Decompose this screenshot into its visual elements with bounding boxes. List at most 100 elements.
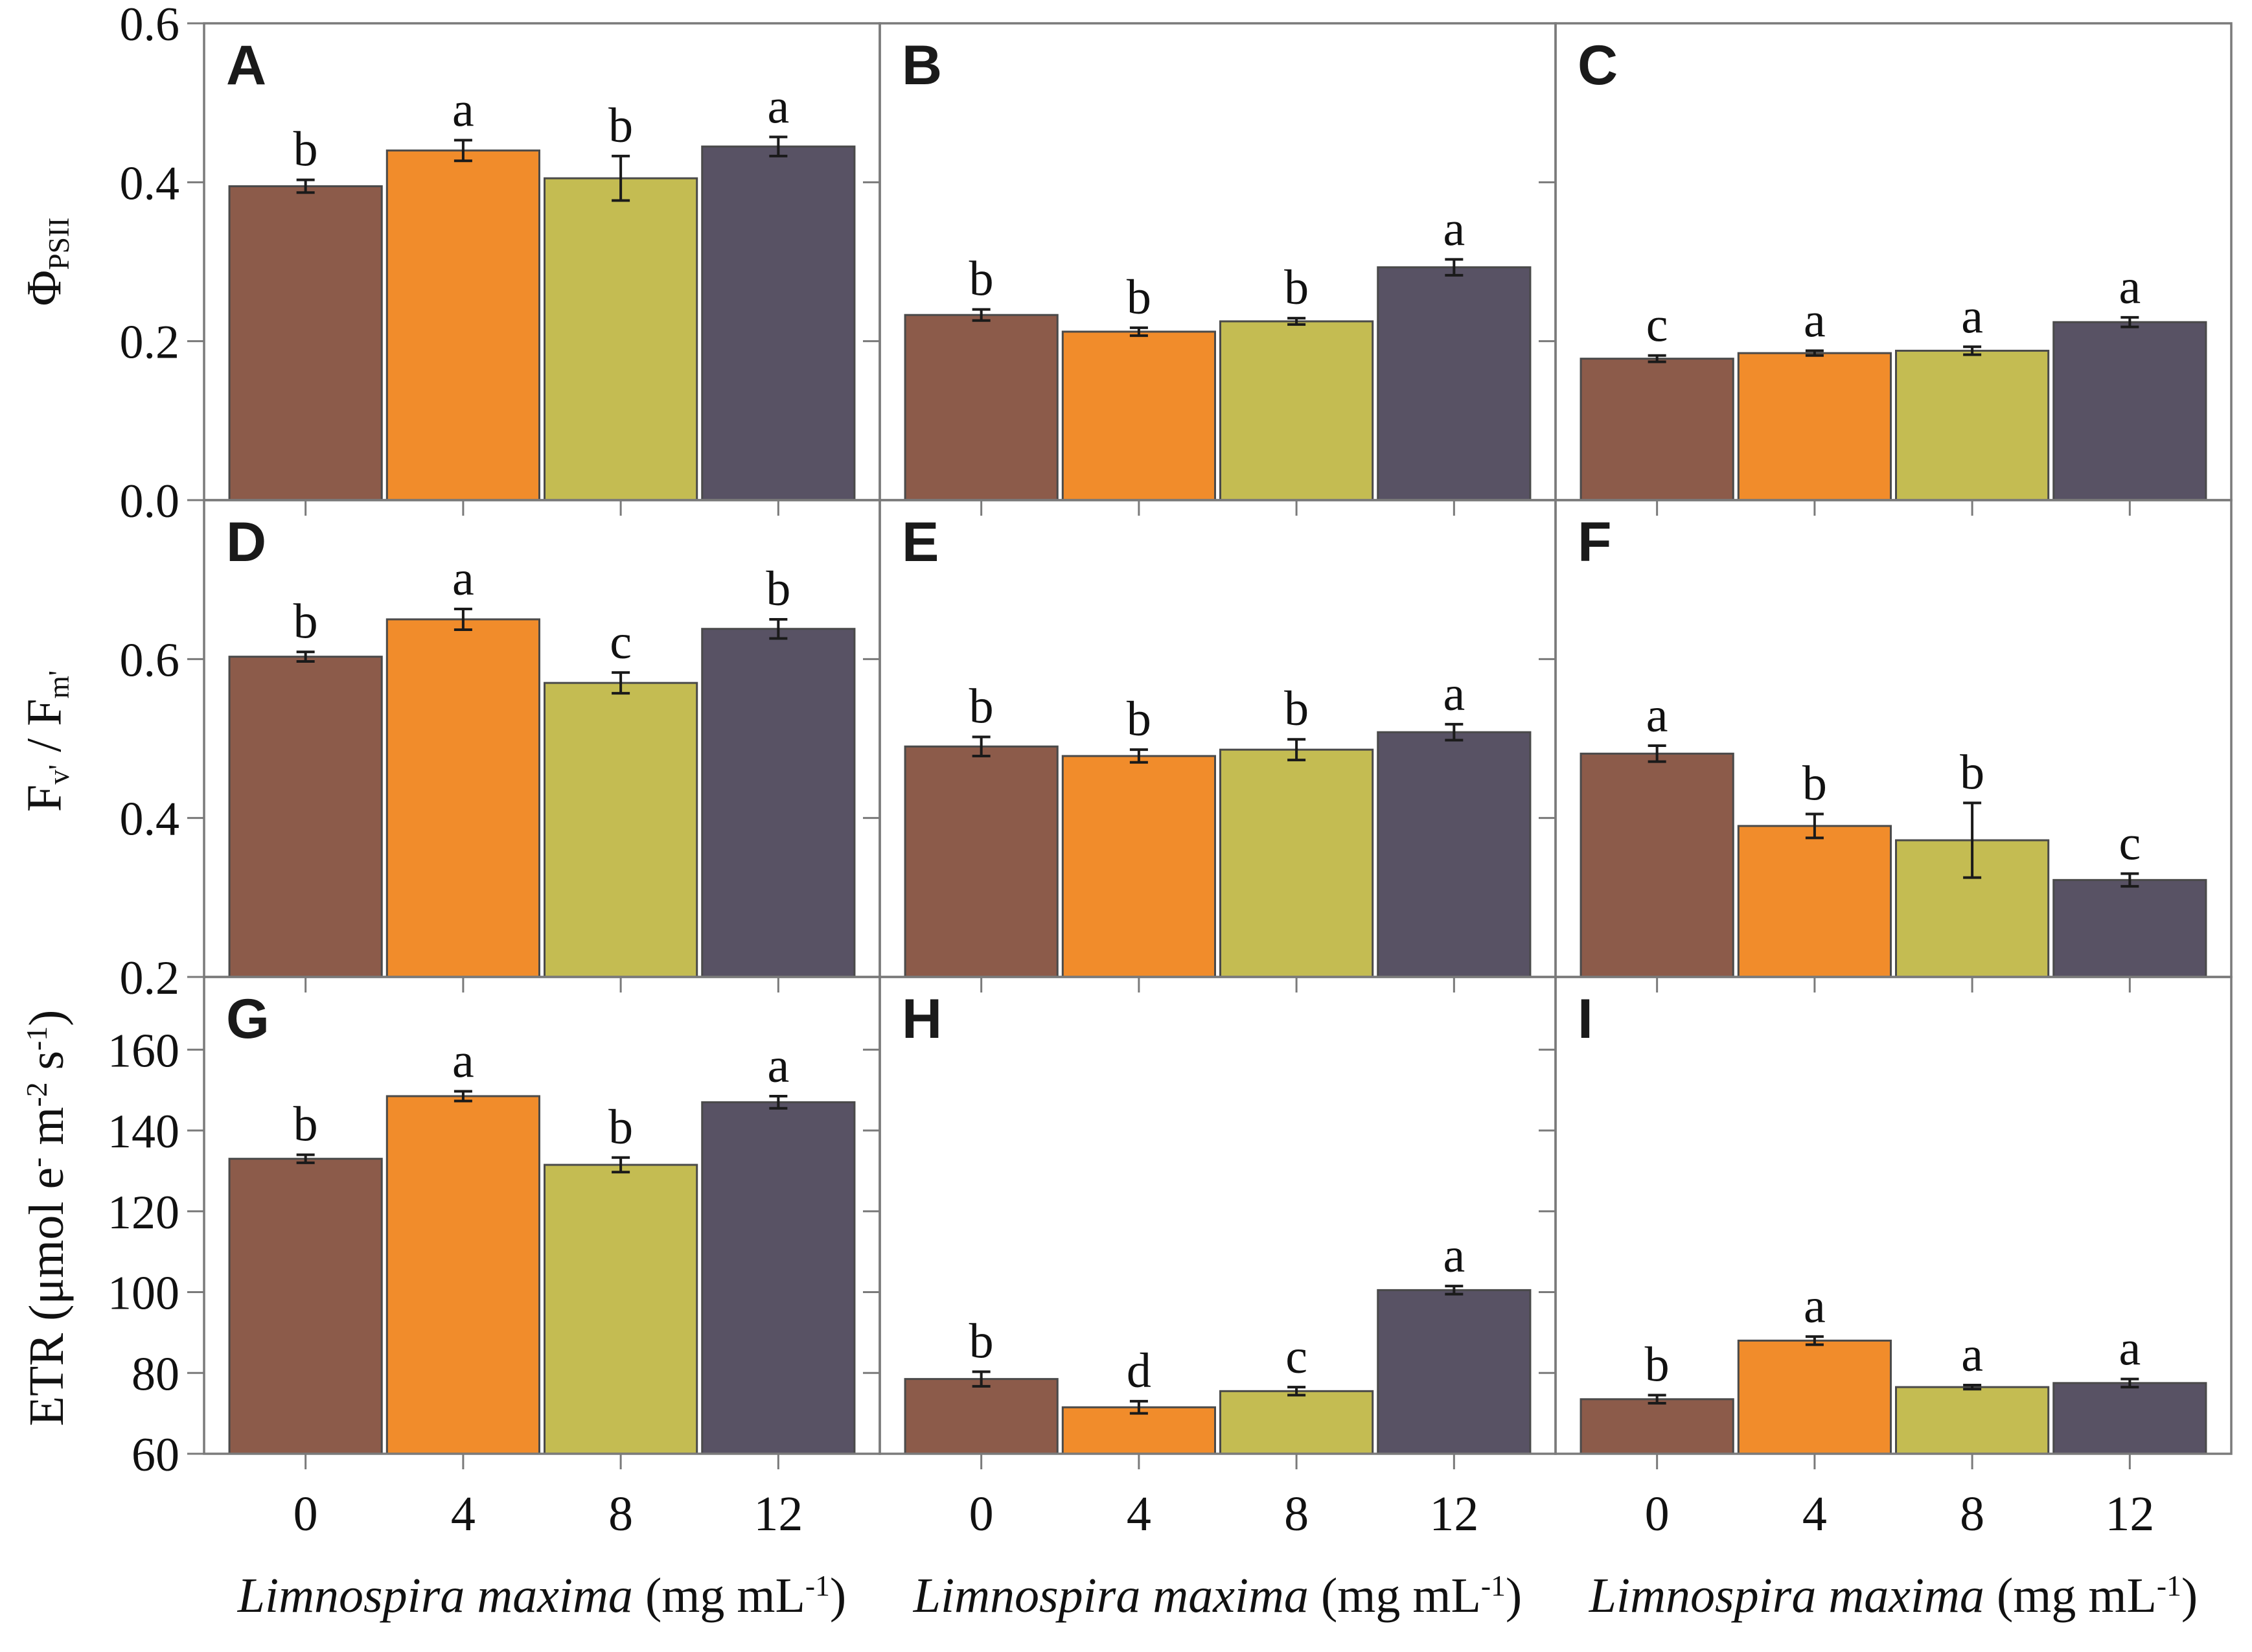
bar: [1377, 731, 1532, 978]
bar: [2052, 878, 2207, 978]
y-tick-label: 0.2: [120, 952, 180, 1005]
bar: [1895, 349, 2050, 501]
y-title-text: m: [19, 1107, 75, 1158]
bar: [544, 1164, 698, 1455]
y-title-superscript: -: [19, 1157, 53, 1167]
bar: [385, 618, 540, 978]
significance-letter: d: [1127, 1344, 1151, 1398]
y-axis-title-phi-psii: ΦPSII: [17, 217, 76, 306]
bar: [1219, 320, 1374, 501]
bar: [2052, 1382, 2207, 1455]
x-tick-label: 0: [1645, 1487, 1670, 1541]
y-tick-label: 140: [108, 1105, 179, 1158]
significance-letter: b: [293, 594, 318, 648]
significance-letter: a: [767, 79, 789, 133]
panel-I: b 0 a 4 a 8 a 12 I: [1539, 976, 2233, 1541]
significance-letter: c: [1285, 1329, 1307, 1384]
x-tick-label: 12: [1429, 1487, 1478, 1541]
significance-letter: b: [1284, 260, 1309, 315]
y-tick-label: 0.6: [120, 0, 180, 51]
significance-letter: a: [1961, 289, 1983, 343]
panel-letter: A: [226, 34, 267, 97]
significance-letter: c: [2119, 816, 2141, 871]
x-axis-title: Limnospira maxima (mg mL-1): [204, 1568, 880, 1624]
panel-letter: B: [902, 34, 943, 97]
bar: [1737, 352, 1892, 501]
x-tick-label: 4: [451, 1487, 476, 1541]
y-title-superscript: -1: [19, 1026, 53, 1051]
y-tick-label: 120: [108, 1186, 179, 1239]
panel-B: b b b a B: [863, 22, 1557, 516]
chart-A: b a b a 0.0 0.2 0.4 0.6: [120, 0, 881, 528]
x-title-superscript: -1: [2156, 1568, 2181, 1602]
bar: [385, 149, 540, 501]
panel-D: b a c b 0.2 0.4 0.6 D: [120, 499, 881, 1005]
significance-letter: a: [767, 1038, 789, 1093]
significance-letter: b: [969, 252, 994, 306]
x-tick-label: 0: [969, 1487, 994, 1541]
bar: [228, 185, 383, 501]
x-axis-title: Limnospira maxima (mg mL-1): [1556, 1568, 2231, 1624]
panel-letter: D: [226, 511, 267, 573]
panel-C: c a a a C: [1539, 22, 2233, 516]
y-tick-label: 160: [108, 1024, 179, 1077]
significance-letter: b: [293, 122, 318, 177]
bar: [701, 1101, 856, 1455]
panel-letter: I: [1578, 988, 1593, 1050]
x-title-unit: (mg mL: [1984, 1568, 2157, 1623]
chart-F: a b b c: [1539, 499, 2233, 992]
y-title-subscript: v': [42, 764, 76, 785]
y-title-subscript: PSII: [42, 217, 76, 270]
x-title-unit: (mg mL: [1308, 1568, 1481, 1623]
significance-letter: b: [293, 1097, 318, 1151]
x-tick-label: 12: [2105, 1487, 2154, 1541]
significance-letter: b: [969, 1314, 994, 1368]
x-tick-label: 8: [1960, 1487, 1984, 1541]
y-axis-title-etr: ETR (μmol e- m-2 s-1): [19, 1010, 75, 1427]
y-tick-label: 0.2: [120, 316, 180, 369]
chart-B: b b b a: [863, 22, 1557, 516]
panel-H: b 0 d 4 c 8 a 12 H: [863, 976, 1557, 1541]
y-tick-label: 0.4: [120, 793, 180, 846]
y-tick-label: 100: [108, 1267, 179, 1320]
bar: [1061, 755, 1216, 978]
panel-letter: C: [1578, 34, 1618, 97]
chart-D: b a c b 0.2 0.4 0.6: [120, 499, 881, 1005]
significance-letter: a: [452, 1034, 474, 1088]
significance-letter: a: [452, 551, 474, 606]
bar: [1580, 358, 1734, 501]
bar: [1895, 1386, 2050, 1455]
bar: [1219, 748, 1374, 978]
y-axis-title-fv-fm: Fv' / Fm': [17, 670, 76, 812]
x-title-species: Limnospira maxima: [913, 1568, 1309, 1623]
panel-frame: [1554, 976, 2233, 1455]
x-tick-label: 0: [293, 1487, 318, 1541]
bar: [544, 177, 698, 501]
significance-letter: a: [1961, 1327, 1983, 1382]
y-title-text: F: [17, 784, 72, 812]
x-title-superscript: -1: [1480, 1568, 1506, 1602]
significance-letter: b: [1127, 692, 1151, 746]
bar: [1219, 1390, 1374, 1455]
x-tick-label: 8: [608, 1487, 633, 1541]
x-title-superscript: -1: [805, 1568, 830, 1602]
panel-A: b a b a 0.0 0.2 0.4 0.6 A: [120, 0, 881, 528]
bar: [544, 682, 698, 978]
bar: [1061, 330, 1216, 501]
bar: [228, 1158, 383, 1455]
significance-letter: a: [1443, 201, 1465, 256]
panel-letter: F: [1578, 511, 1612, 573]
bar: [2052, 321, 2207, 501]
y-title-subscript: m': [42, 670, 76, 699]
bar: [1580, 1398, 1734, 1455]
x-title-species: Limnospira maxima: [1589, 1568, 1984, 1623]
y-tick-label: 80: [132, 1348, 179, 1401]
y-tick-label: 0.0: [120, 475, 180, 528]
bar: [385, 1095, 540, 1455]
y-tick-label: 0.4: [120, 157, 180, 210]
significance-letter: b: [608, 98, 633, 153]
y-title-text: Φ: [17, 270, 72, 306]
x-tick-label: 4: [1127, 1487, 1151, 1541]
significance-letter: b: [1802, 757, 1827, 811]
